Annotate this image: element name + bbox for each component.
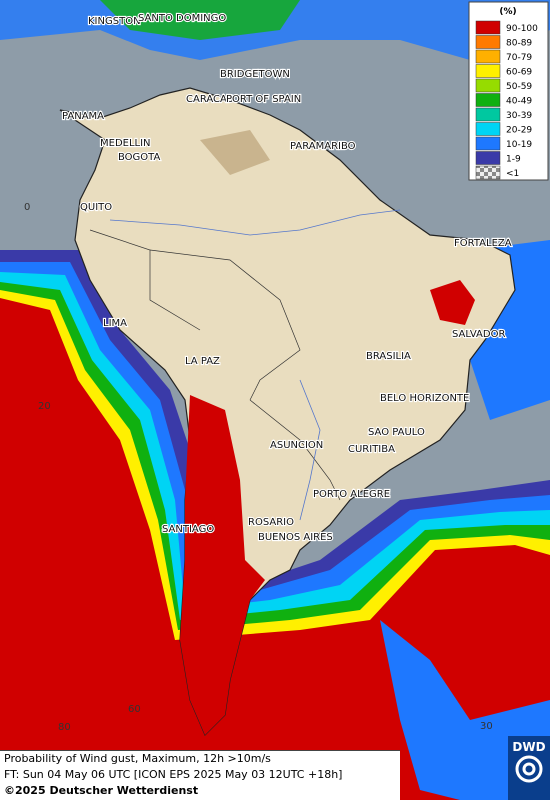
legend-unit: (%): [499, 7, 516, 17]
bahia-field: [430, 280, 475, 325]
city-label: CARACAS: [186, 94, 233, 105]
patagonia-field: [180, 395, 265, 735]
city-labels: KINGSTON SANTO DOMINGO BRIDGETOWN CARACA…: [61, 12, 513, 544]
legend-label: 60-69: [506, 68, 532, 78]
continent: [59, 87, 516, 737]
legend-swatch: [475, 93, 501, 107]
city-label: BUENOS AIRES: [258, 532, 333, 543]
city-label: BOGOTA: [118, 152, 161, 163]
grid-label: 20: [38, 401, 51, 412]
legend-label: 30-39: [506, 111, 532, 121]
city-label: SANTO DOMINGO: [138, 13, 226, 24]
legend-label: 70-79: [506, 53, 532, 63]
logo: DWD: [508, 736, 550, 800]
city-label: BRASILIA: [366, 351, 411, 362]
logo-text: DWD: [512, 740, 546, 754]
legend-swatch: [475, 64, 501, 78]
grid-label: 80: [58, 722, 71, 733]
grid-label: 30: [480, 721, 493, 732]
legend-swatch: [475, 49, 501, 64]
borders: [89, 229, 341, 501]
legend-label: 90-100: [506, 24, 538, 34]
legend: (%) 90-100 80-89 70-79 60-69 50-59 40-49 30-39…: [468, 1, 549, 181]
logo-swirl: [515, 755, 543, 783]
legend-label: 20-29: [506, 126, 532, 136]
rivers: [109, 209, 401, 521]
city-label: CURITIBA: [348, 444, 395, 455]
legend-label: 40-49: [506, 97, 532, 107]
legend-swatch: [475, 107, 501, 122]
city-label: KINGSTON: [88, 16, 141, 27]
city-label: ROSARIO: [248, 517, 294, 528]
caption: Probability of Wind gust, Maximum, 12h >…: [0, 750, 400, 800]
legend-swatch: [475, 151, 501, 165]
legend-swatch: [475, 35, 501, 49]
graticule-labels: 0 20 80 60 30: [24, 202, 493, 733]
city-label: PANAMA: [62, 111, 104, 122]
city-label: BELO HORIZONTE: [380, 393, 469, 404]
city-label: QUITO: [80, 202, 112, 213]
grid-label: 0: [24, 202, 30, 213]
city-label: PORT OF SPAIN: [226, 94, 301, 105]
caption-line: FT: Sun 04 May 06 UTC [ICON EPS 2025 May…: [4, 768, 343, 781]
city-label: ASUNCION: [270, 440, 323, 451]
city-label: SALVADOR: [452, 329, 505, 340]
legend-label: 1-9: [506, 155, 521, 165]
grid-label: 60: [128, 704, 141, 715]
city-label: SANTIAGO: [162, 524, 214, 535]
legend-swatch: [475, 136, 501, 151]
legend-swatch: [475, 78, 501, 93]
caption-line: Probability of Wind gust, Maximum, 12h >…: [4, 752, 271, 765]
city-label: MEDELLIN: [100, 138, 151, 149]
city-label: BRIDGETOWN: [220, 69, 290, 80]
city-label: LIMA: [103, 318, 127, 329]
city-label: SAO PAULO: [368, 427, 425, 438]
city-label: PARAMARIBO: [290, 141, 356, 152]
legend-label: <1: [506, 169, 519, 179]
legend-swatch: [475, 165, 501, 180]
city-label: FORTALEZA: [454, 238, 512, 249]
legend-label: 10-19: [506, 140, 532, 150]
city-label: LA PAZ: [185, 356, 220, 367]
caption-line: ©2025 Deutscher Wetterdienst: [4, 784, 199, 797]
legend-label: 80-89: [506, 39, 532, 49]
legend-label: 50-59: [506, 82, 532, 92]
legend-swatch: [475, 122, 501, 136]
highlands: [200, 130, 270, 175]
legend-swatch: [475, 20, 501, 35]
city-label: PORTO ALEGRE: [313, 489, 390, 500]
